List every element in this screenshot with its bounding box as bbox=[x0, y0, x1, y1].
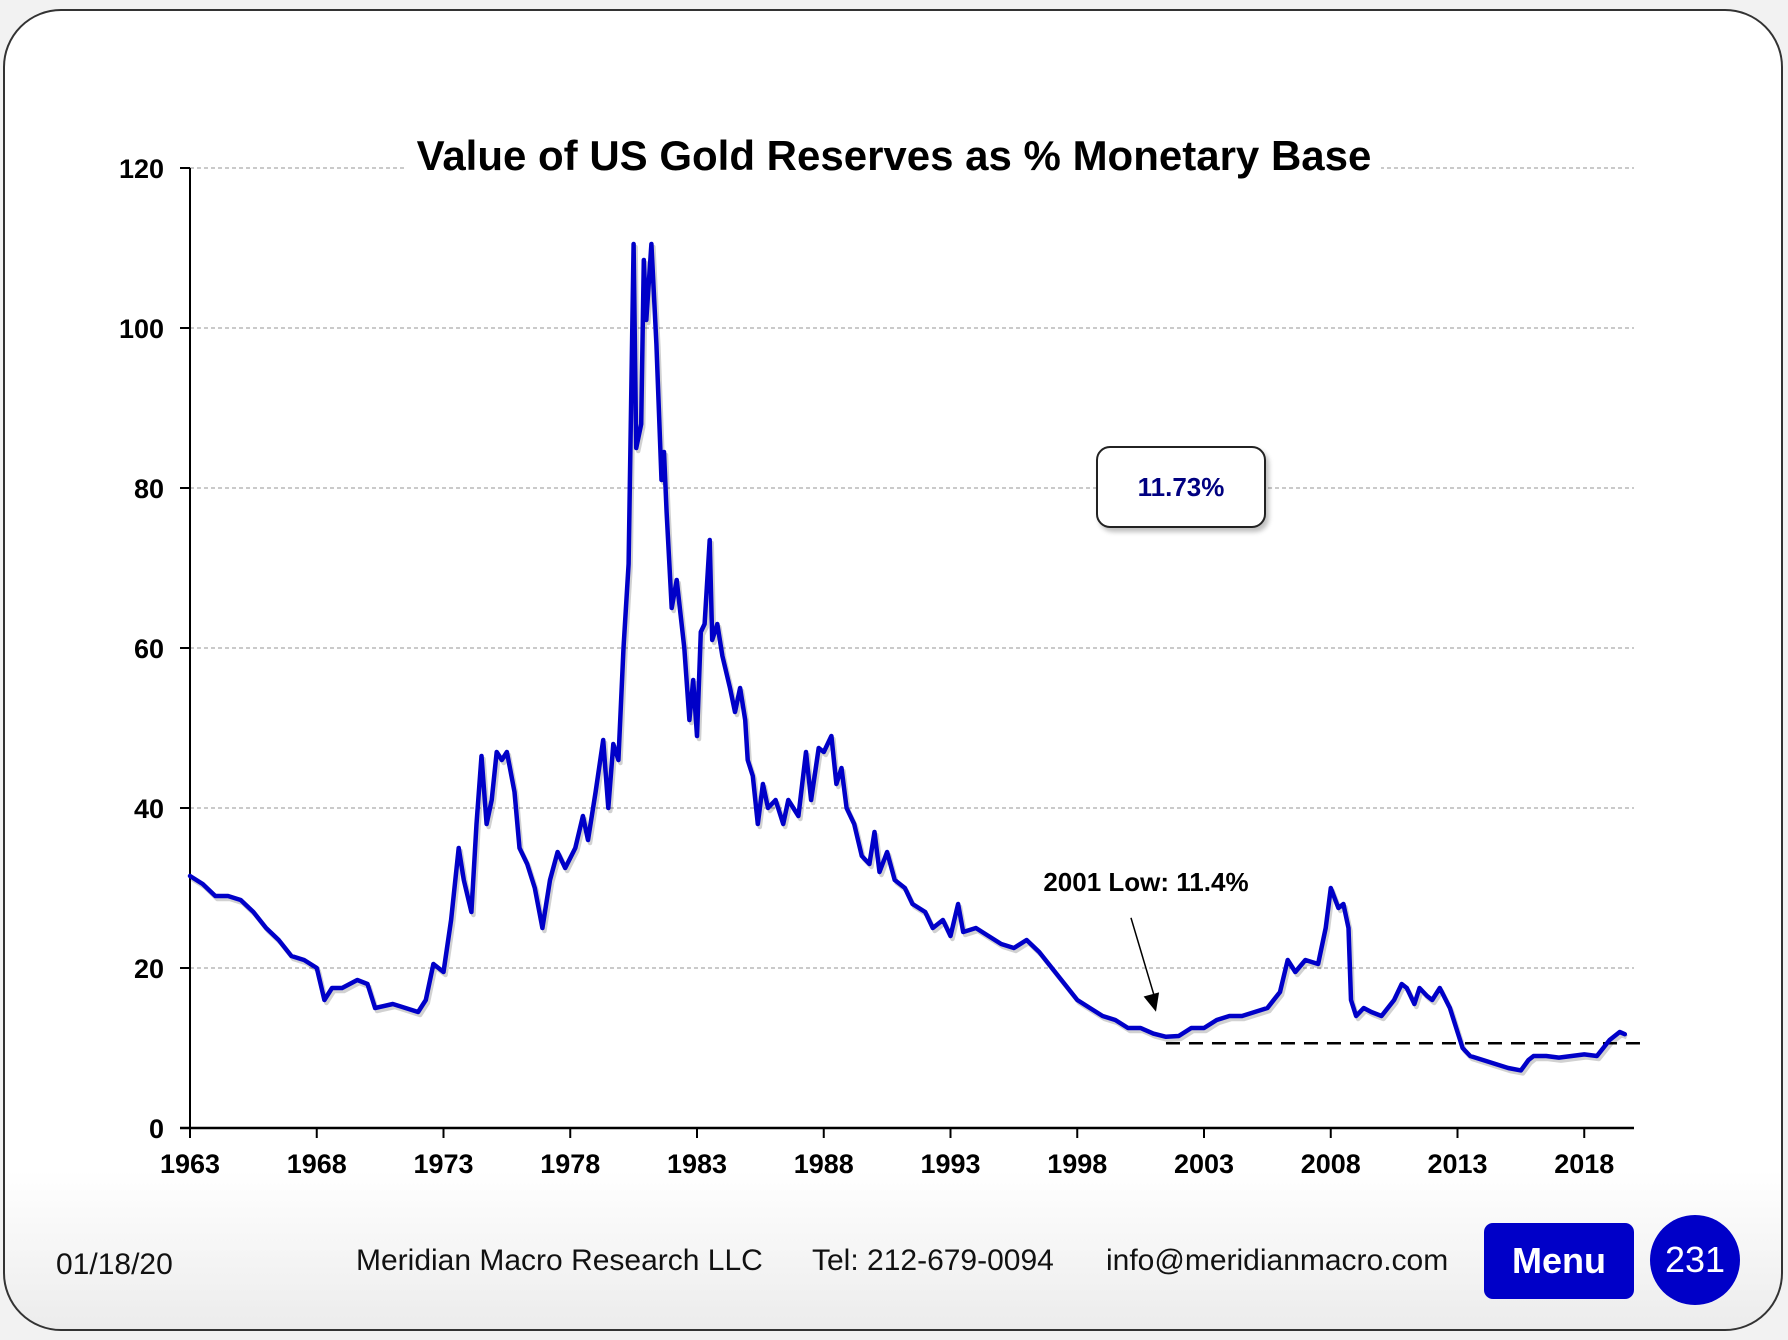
footer-date: 01/18/20 bbox=[56, 1248, 173, 1281]
chart-title-wrap: Value of US Gold Reserves as % Monetary … bbox=[0, 132, 1788, 180]
low-annotation-label: 2001 Low: 11.4% bbox=[1043, 867, 1248, 897]
x-tick-label: 1993 bbox=[920, 1149, 980, 1179]
y-tick-label: 80 bbox=[134, 474, 164, 504]
x-tick-label: 1963 bbox=[160, 1149, 220, 1179]
y-tick-label: 40 bbox=[134, 794, 164, 824]
x-tick-label: 1968 bbox=[287, 1149, 347, 1179]
x-tick-label: 2008 bbox=[1301, 1149, 1361, 1179]
annotation-arrow-line bbox=[1130, 917, 1157, 1003]
footer-email[interactable]: info@meridianmacro.com bbox=[1106, 1244, 1449, 1277]
y-tick-label: 60 bbox=[134, 634, 164, 664]
current-value-callout: 11.73% bbox=[1096, 446, 1266, 528]
gridlines bbox=[190, 167, 1634, 969]
y-tick-label: 20 bbox=[134, 954, 164, 984]
y-tick-label: 120 bbox=[119, 154, 164, 184]
series-line bbox=[187, 241, 1628, 1073]
chart-title: Value of US Gold Reserves as % Monetary … bbox=[406, 132, 1382, 179]
footer-phone: Tel: 212-679-0094 bbox=[812, 1244, 1054, 1277]
series-line-shadow bbox=[190, 244, 1628, 1076]
y-tick-labels: 0 20 40 60 80 100 120 bbox=[119, 154, 164, 1144]
annotations: 2001 Low: 11.4% bbox=[1043, 867, 1648, 1045]
annotation-arrowhead bbox=[1143, 992, 1160, 1012]
x-tick-label: 1973 bbox=[413, 1149, 473, 1179]
x-tick-label: 2003 bbox=[1174, 1149, 1234, 1179]
footer-company: Meridian Macro Research LLC bbox=[356, 1244, 763, 1277]
series-layer bbox=[187, 241, 1628, 1076]
x-tick-label: 1983 bbox=[667, 1149, 727, 1179]
x-tick-label: 1988 bbox=[794, 1149, 854, 1179]
page-number-badge: 231 bbox=[1650, 1215, 1740, 1305]
y-tick-label: 0 bbox=[149, 1114, 164, 1144]
x-tick-label: 1978 bbox=[540, 1149, 600, 1179]
y-tick-label: 100 bbox=[119, 314, 164, 344]
x-tick-label: 2018 bbox=[1554, 1149, 1614, 1179]
menu-button[interactable]: Menu bbox=[1484, 1223, 1634, 1299]
x-tick-labels: 1963 1968 1973 1978 1983 1988 1993 1998 2003 2008… bbox=[160, 1149, 1614, 1179]
slide-frame bbox=[3, 9, 1783, 1331]
axes bbox=[180, 167, 1634, 1138]
x-tick-label: 1998 bbox=[1047, 1149, 1107, 1179]
x-tick-label: 2013 bbox=[1427, 1149, 1487, 1179]
